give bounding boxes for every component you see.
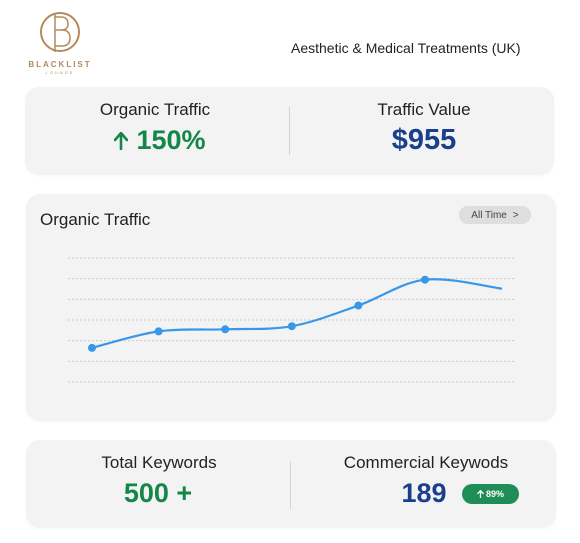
brand-logo: BLACKLIST LOUNGE <box>28 8 92 75</box>
total-keywords-value: 500 + <box>123 478 193 508</box>
traffic-data-point[interactable] <box>88 343 96 352</box>
traffic-data-point[interactable] <box>154 327 163 336</box>
keywords-divider <box>290 461 291 509</box>
traffic-value-amount: $955 <box>391 124 457 156</box>
traffic-data-point[interactable] <box>354 301 363 310</box>
organic-traffic-label: Organic Traffic <box>99 100 211 119</box>
summary-card: Organic Traffic 150% Traffic Value $955 <box>25 87 554 175</box>
chart-title: Organic Traffic <box>40 210 151 229</box>
keywords-card: Total Keywords 500 + Commercial Keywods … <box>26 440 556 528</box>
commercial-keywords-value: 189 <box>401 478 447 508</box>
organic-traffic-value: 150% <box>136 125 206 155</box>
brand-name: BLACKLIST <box>28 60 92 69</box>
traffic-data-point[interactable] <box>287 322 296 331</box>
chevron-right-icon: > <box>512 209 519 221</box>
traffic-data-point[interactable] <box>421 275 429 284</box>
total-keywords-label: Total Keywords <box>101 453 217 472</box>
time-range-label: All Time <box>471 209 507 221</box>
traffic-line <box>91 278 503 349</box>
organic-traffic-chart <box>68 257 514 383</box>
organic-traffic-metric: 150% <box>95 125 225 156</box>
traffic-value-label: Traffic Value <box>377 100 471 119</box>
brand-tagline: LOUNGE <box>45 70 75 75</box>
logo-mark-icon <box>40 12 80 52</box>
traffic-data-point[interactable] <box>221 325 230 334</box>
page-subtitle: Aesthetic & Medical Treatments (UK) <box>291 40 521 56</box>
arrow-up-icon <box>477 490 484 498</box>
commercial-growth-badge: 89% <box>462 484 519 504</box>
arrow-up-icon <box>114 131 129 150</box>
time-range-button[interactable]: All Time > <box>459 206 531 224</box>
commercial-keywords-label: Commercial Keywods <box>343 453 509 472</box>
organic-traffic-chart-card: Organic Traffic All Time > <box>26 194 556 421</box>
summary-divider <box>289 107 290 155</box>
commercial-growth-value: 89% <box>485 489 504 499</box>
